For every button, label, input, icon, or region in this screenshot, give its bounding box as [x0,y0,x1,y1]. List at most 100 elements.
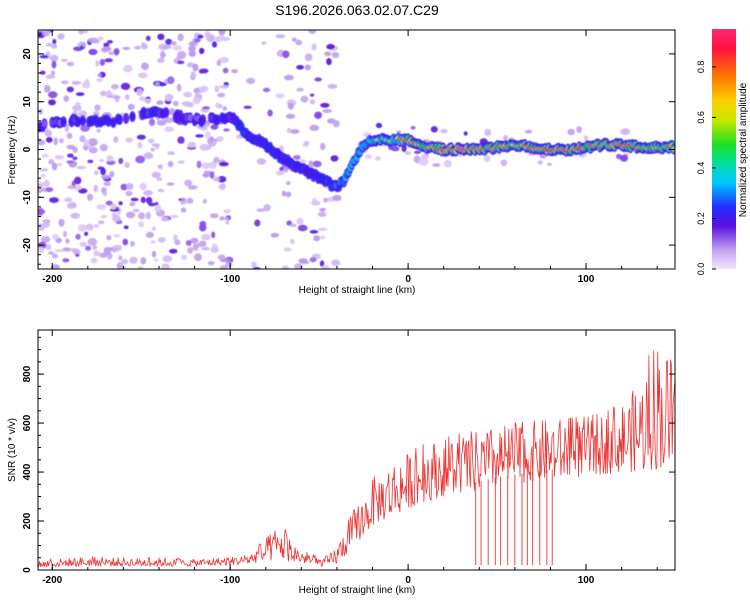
spectrogram-noise-cell [319,207,326,212]
spectrogram-trace-cell [123,115,129,122]
spectrogram-noise-cell [88,48,98,56]
spectrogram-noise-cell [123,225,129,230]
spectrogram-noise-cell [210,124,219,130]
spectrogram-noise-cell [78,110,88,118]
spectrogram-noise-cell [188,45,196,52]
spectrogram-noise-cell [65,238,70,244]
spectrogram-noise-cell [375,156,382,161]
spectrogram-noise-cell [172,100,179,107]
spectrogram-noise-cell [43,220,50,228]
spectrogram-x-tick-label: 0 [405,274,411,285]
spectrogram-noise-cell [74,176,82,185]
spectrogram-noise-cell [184,179,193,187]
spectrogram-noise-cell [57,33,65,40]
spectrogram-noise-cell [209,172,215,179]
spectrogram-noise-cell [49,197,59,204]
spectrogram-noise-cell [270,232,279,238]
spectrogram-noise-cell [215,102,220,108]
spectrogram-noise-cell [66,144,75,150]
spectrogram-noise-cell [120,82,131,90]
spectrogram-noise-cell [79,242,87,247]
spectrogram-noise-cell [283,166,289,173]
spectrogram-noise-cell [503,135,509,141]
spectrogram-trace-cell [41,120,48,128]
spectrogram-noise-cell [440,128,448,134]
spectrogram-noise-cell [309,99,316,105]
spectrogram-noise-cell [169,214,179,219]
spectrogram-noise-cell [53,137,58,146]
spectrogram-noise-cell [547,162,552,166]
spectrogram-noise-cell [199,220,207,228]
spectrogram-noise-cell [174,239,181,246]
spectrogram-noise-cell [58,218,65,227]
spectrogram-noise-cell [94,170,99,176]
spectrogram-noise-cell [167,151,176,156]
spectrogram-noise-cell [154,81,160,87]
spectrogram-noise-cell [213,157,220,164]
spectrogram-y-ticks: -20 -10 0 10 20 [22,34,675,265]
snr-y-tick-label: 800 [22,365,33,382]
spectrogram-noise-cell [67,185,77,190]
spectrogram-noise-cell [209,136,214,142]
snr-y-tick-label: 200 [22,512,33,529]
spectrogram-noise-cell [143,152,154,159]
spectrogram-noise-cell [113,234,121,238]
spectrogram-noise-cell [222,106,227,111]
spectrogram-noise-cell [173,234,178,241]
spectrogram-noise-cell [139,182,147,191]
spectrogram-noise-cell [136,88,143,97]
spectrogram-x-ticks: -200 -100 0 100 [42,30,658,285]
spectrogram-noise-cell [263,204,271,212]
spectrogram-noise-cell [38,246,45,254]
snr-x-tick-label: -100 [220,575,240,586]
spectrogram-noise-cell [209,161,217,169]
spectrogram-noise-cell [156,119,167,126]
spectrogram-noise-cell [567,128,575,136]
spectrogram-trace-cell [129,113,136,120]
snr-y-ticks: 0 200 400 600 800 [22,336,675,573]
spectrogram-noise-cell [216,59,221,67]
spectrogram-noise-cell [430,126,438,133]
spectrogram-noise-cell [104,58,113,63]
spectrogram-noise-cell [96,128,101,133]
spectrogram-noise-cell [111,83,119,90]
spectrogram-noise-cell [123,64,133,73]
spectrogram-noise-cell [73,185,82,191]
spectrogram-noise-cell [76,165,87,170]
snr-x-axis-label: Height of straight line (km) [299,585,416,596]
spectrogram-noise-cell [177,60,185,65]
spectrogram-noise-cell [295,39,303,46]
spectrogram-noise-cell [102,190,108,197]
spectrogram-noise-cell [414,150,421,154]
spectrogram-noise-cell [312,160,322,168]
spectrogram-noise-cell [138,212,146,220]
spectrogram-noise-cell [281,265,290,269]
spectrogram-noise-cell [102,46,112,52]
spectrogram-noise-cell [52,38,57,45]
spectrogram-noise-cell [96,78,104,83]
spectrogram-noise-cell [90,257,98,264]
spectrogram-noise-cell [39,70,46,75]
spectrogram-trace-cell [200,116,206,123]
spectrogram-noise-cell [95,60,100,67]
spectrogram-noise-cell [246,77,256,85]
spectrogram-noise-cell [199,143,210,151]
spectrogram-noise-cell [51,253,59,259]
spectrogram-noise-cell [311,43,317,51]
snr-frame [37,329,676,571]
spectrogram-noise-cell [308,160,314,168]
spectrogram-noise-cell [124,161,130,169]
spectrogram-noise-cell [87,238,98,246]
spectrogram-noise-cell [130,197,139,202]
spectrogram-noise-cell [145,211,151,220]
spectrogram-noise-cell [150,240,156,244]
spectrogram-noise-cell [309,257,317,263]
spectrogram-noise-cell [304,53,313,62]
spectrogram-noise-cell [60,80,69,85]
spectrogram-noise-cell [285,191,292,198]
spectrogram-noise-cell [122,46,131,51]
snr-y-tick-label: 400 [22,463,33,480]
spectrogram-noise-cell [97,73,102,78]
